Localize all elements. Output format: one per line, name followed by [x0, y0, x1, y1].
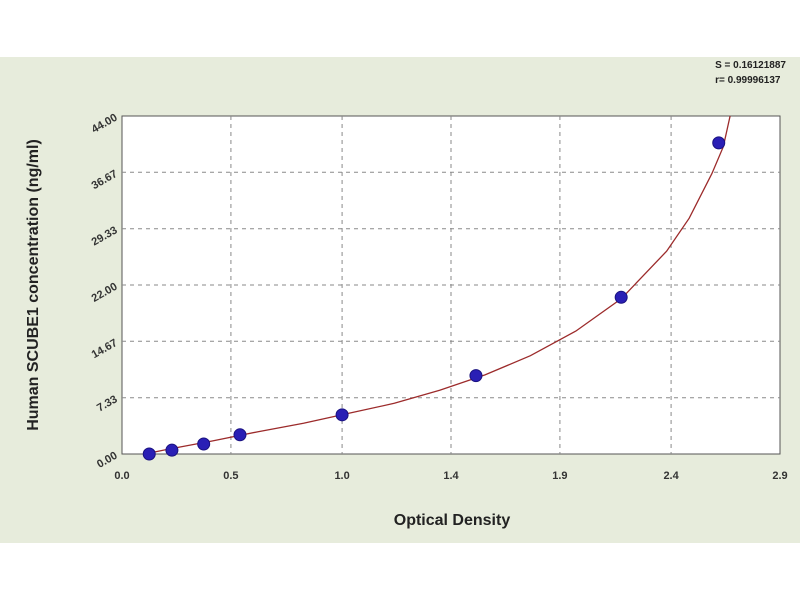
x-tick-labels: 0.0 0.5 1.0 1.4 1.9 2.4 2.9 [114, 470, 787, 482]
stats-s-value: S = 0.16121887 [715, 60, 786, 71]
x-tick-label: 0.5 [223, 470, 238, 482]
y-tick-label: 7.33 [95, 393, 120, 414]
data-point [142, 447, 156, 461]
x-tick-label: 0.0 [114, 470, 129, 482]
y-tick-label: 44.00 [90, 112, 120, 136]
y-tick-label: 22.00 [90, 281, 120, 305]
x-tick-label: 1.4 [443, 470, 459, 482]
stats-r-value: r= 0.99996137 [715, 75, 781, 86]
data-point [614, 290, 628, 304]
x-tick-label: 1.0 [334, 470, 349, 482]
grid-lines [122, 116, 780, 454]
x-tick-label: 1.9 [552, 470, 567, 482]
data-point [335, 408, 349, 422]
x-axis-title: Optical Density [394, 512, 511, 529]
data-points [142, 136, 726, 461]
data-point [197, 437, 211, 451]
data-point [469, 369, 483, 383]
x-tick-label: 2.9 [772, 470, 787, 482]
fit-statistics: S = 0.16121887 r= 0.99996137 [715, 58, 786, 88]
x-tick-label: 2.4 [663, 470, 679, 482]
y-tick-label: 29.33 [90, 224, 120, 248]
y-tick-label: 0.00 [95, 450, 120, 471]
y-axis-title: Human SCUBE1 concentration (ng/ml) [25, 139, 42, 431]
data-point [233, 428, 247, 442]
y-tick-label: 14.67 [90, 337, 120, 361]
y-tick-labels: 0.00 7.33 14.67 22.00 29.33 36.67 44.00 [90, 112, 120, 471]
y-tick-label: 36.67 [90, 168, 120, 192]
data-point [165, 443, 179, 457]
data-point [712, 136, 726, 150]
